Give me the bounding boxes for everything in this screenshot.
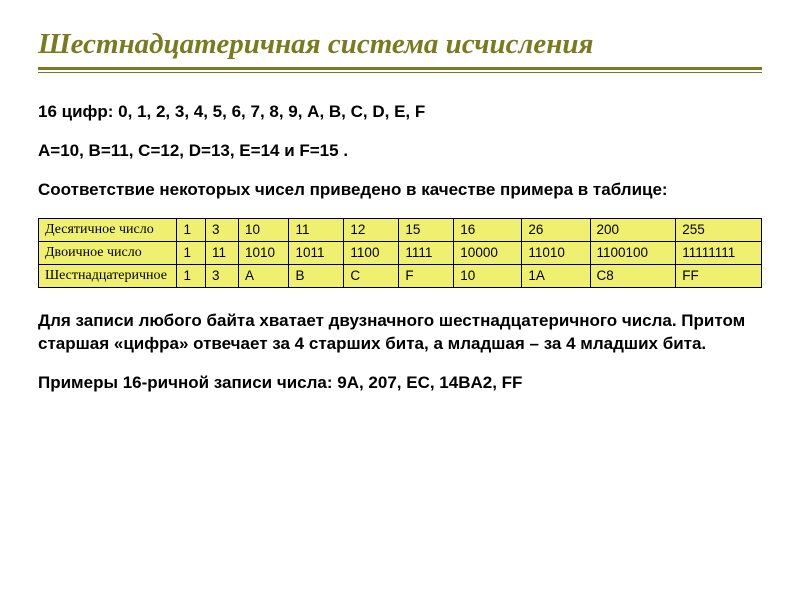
table-cell: 11010 xyxy=(522,241,590,264)
table-cell: 3 xyxy=(206,264,239,287)
table-cell: 1011 xyxy=(289,241,344,264)
table-intro: Соответствие некоторых чисел приведено в… xyxy=(38,179,762,202)
slide-container: Шестнадцатеричная система исчисления 16 … xyxy=(0,0,800,431)
row-label: Двоичное число xyxy=(39,241,177,264)
table-cell: 1 xyxy=(177,264,206,287)
table-cell: 255 xyxy=(676,218,762,241)
table-cell: 1 xyxy=(177,241,206,264)
table-cell: 1111 xyxy=(399,241,454,264)
table-cell: 11111111 xyxy=(676,241,762,264)
table-cell: 200 xyxy=(590,218,676,241)
table-cell: 15 xyxy=(399,218,454,241)
table-cell: 3 xyxy=(206,218,239,241)
table-cell: 11 xyxy=(289,218,344,241)
page-title: Шестнадцатеричная система исчисления xyxy=(38,28,762,61)
row-label: Десятичное число xyxy=(39,218,177,241)
table-cell: 1A xyxy=(522,264,590,287)
table-cell: 10 xyxy=(454,264,522,287)
digits-list: 16 цифр: 0, 1, 2, 3, 4, 5, 6, 7, 8, 9, A… xyxy=(38,101,762,124)
table-cell: C8 xyxy=(590,264,676,287)
table-cell: 11 xyxy=(206,241,239,264)
table-cell: FF xyxy=(676,264,762,287)
table-cell: 26 xyxy=(522,218,590,241)
table-cell: 16 xyxy=(454,218,522,241)
table-cell: 1100100 xyxy=(590,241,676,264)
examples-line: Примеры 16-ричной записи числа: 9A, 207,… xyxy=(38,372,762,395)
table-cell: B xyxy=(289,264,344,287)
title-rule-thin xyxy=(38,72,762,73)
table-row: Десятичное число13101112151626200255 xyxy=(39,218,762,241)
row-label: Шестнадцатеричное xyxy=(39,264,177,287)
table-cell: 1010 xyxy=(238,241,289,264)
conversion-table-wrap: Десятичное число13101112151626200255Двои… xyxy=(38,218,762,288)
table-cell: C xyxy=(344,264,399,287)
table-cell: F xyxy=(399,264,454,287)
table-cell: 1 xyxy=(177,218,206,241)
title-rule-thick xyxy=(38,67,762,70)
table-cell: 1100 xyxy=(344,241,399,264)
table-cell: 12 xyxy=(344,218,399,241)
table-row: Двоичное число11110101011110011111000011… xyxy=(39,241,762,264)
table-cell: A xyxy=(238,264,289,287)
letter-values: A=10, B=11, C=12, D=13, E=14 и F=15 . xyxy=(38,140,762,163)
table-cell: 10 xyxy=(238,218,289,241)
table-row: Шестнадцатеричное13ABCF101AC8FF xyxy=(39,264,762,287)
conversion-table: Десятичное число13101112151626200255Двои… xyxy=(38,218,762,288)
table-cell: 10000 xyxy=(454,241,522,264)
byte-note: Для записи любого байта хватает двузначн… xyxy=(38,310,762,356)
